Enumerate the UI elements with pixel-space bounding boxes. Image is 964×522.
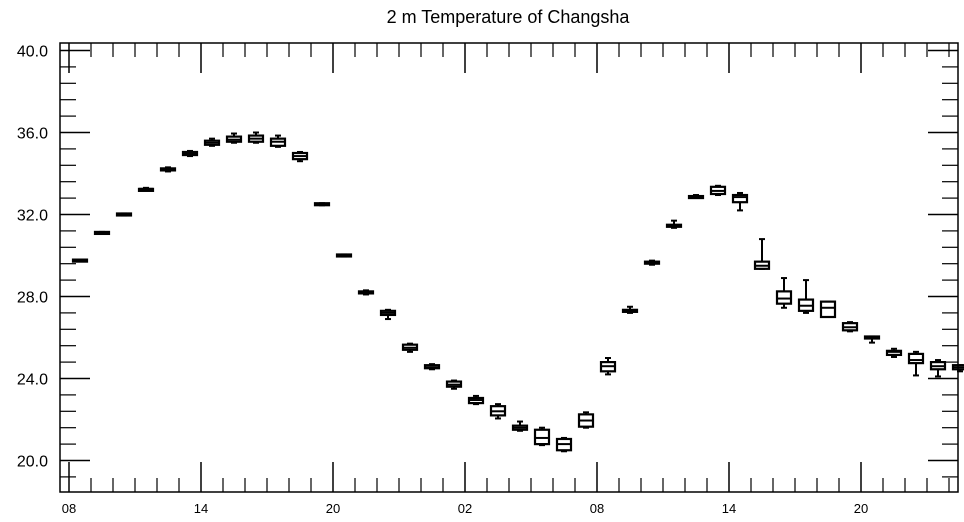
box-23 [555, 436, 573, 453]
box-16 [401, 342, 419, 353]
box-iqr [907, 352, 925, 365]
box-38 [885, 347, 903, 358]
box-28 [665, 219, 683, 229]
box-29 [687, 194, 705, 200]
box-7 [203, 137, 221, 147]
box-3 [115, 212, 133, 217]
y-tick-label: 32.0 [17, 208, 48, 225]
box-5 [159, 166, 177, 173]
x-tick-label: 02 [458, 501, 472, 516]
y-tick-label: 24.0 [17, 372, 48, 389]
box-9 [247, 131, 265, 144]
plot-frame [59, 42, 959, 493]
box-6 [181, 149, 199, 158]
x-tick-label: 20 [326, 501, 340, 516]
box-31 [731, 191, 749, 212]
box-27 [643, 259, 661, 266]
box-25 [599, 357, 617, 376]
box-13 [335, 253, 353, 258]
x-tick-label: 08 [590, 501, 604, 516]
box-40 [929, 359, 947, 378]
box-24 [577, 411, 595, 429]
box-1 [71, 258, 89, 263]
y-axis: 20.0 24.0 28.0 32.0 36.0 40.0 [17, 44, 958, 478]
box-series [71, 131, 964, 453]
box-26 [621, 305, 639, 314]
box-10 [269, 134, 287, 148]
box-iqr [885, 349, 903, 357]
y-tick-label: 40.0 [17, 44, 48, 61]
box-2 [93, 230, 111, 236]
x-tick-label: 20 [854, 501, 868, 516]
y-tick-label: 20.0 [17, 454, 48, 471]
box-32 [753, 238, 771, 270]
box-39 [907, 350, 925, 377]
box-iqr [533, 428, 551, 446]
box-37 [863, 335, 881, 344]
box-22 [533, 426, 551, 447]
y-tick-label: 36.0 [17, 126, 48, 143]
box-19 [467, 394, 485, 406]
box-iqr [731, 193, 749, 204]
box-iqr [819, 300, 837, 319]
x-axis: 081420020814200208 [62, 43, 950, 516]
chart-title: 2 m Temperature of Changsha [387, 7, 631, 27]
box-11 [291, 150, 309, 163]
y-tick-label: 28.0 [17, 290, 48, 307]
box-30 [709, 184, 727, 197]
box-8 [225, 132, 243, 144]
box-4 [137, 186, 155, 192]
box-34 [797, 279, 815, 314]
box-36 [841, 321, 859, 333]
box-iqr [775, 290, 793, 305]
box-33 [775, 277, 793, 309]
box-15 [379, 308, 397, 321]
box-12 [313, 202, 331, 207]
box-18 [445, 379, 463, 390]
x-tick-label: 14 [194, 501, 208, 516]
box-17 [423, 363, 441, 371]
box-20 [489, 403, 507, 420]
box-21 [511, 420, 529, 432]
box-14 [357, 289, 375, 296]
x-tick-label: 14 [722, 501, 736, 516]
x-tick-label: 08 [62, 501, 76, 516]
box-35 [819, 300, 837, 319]
